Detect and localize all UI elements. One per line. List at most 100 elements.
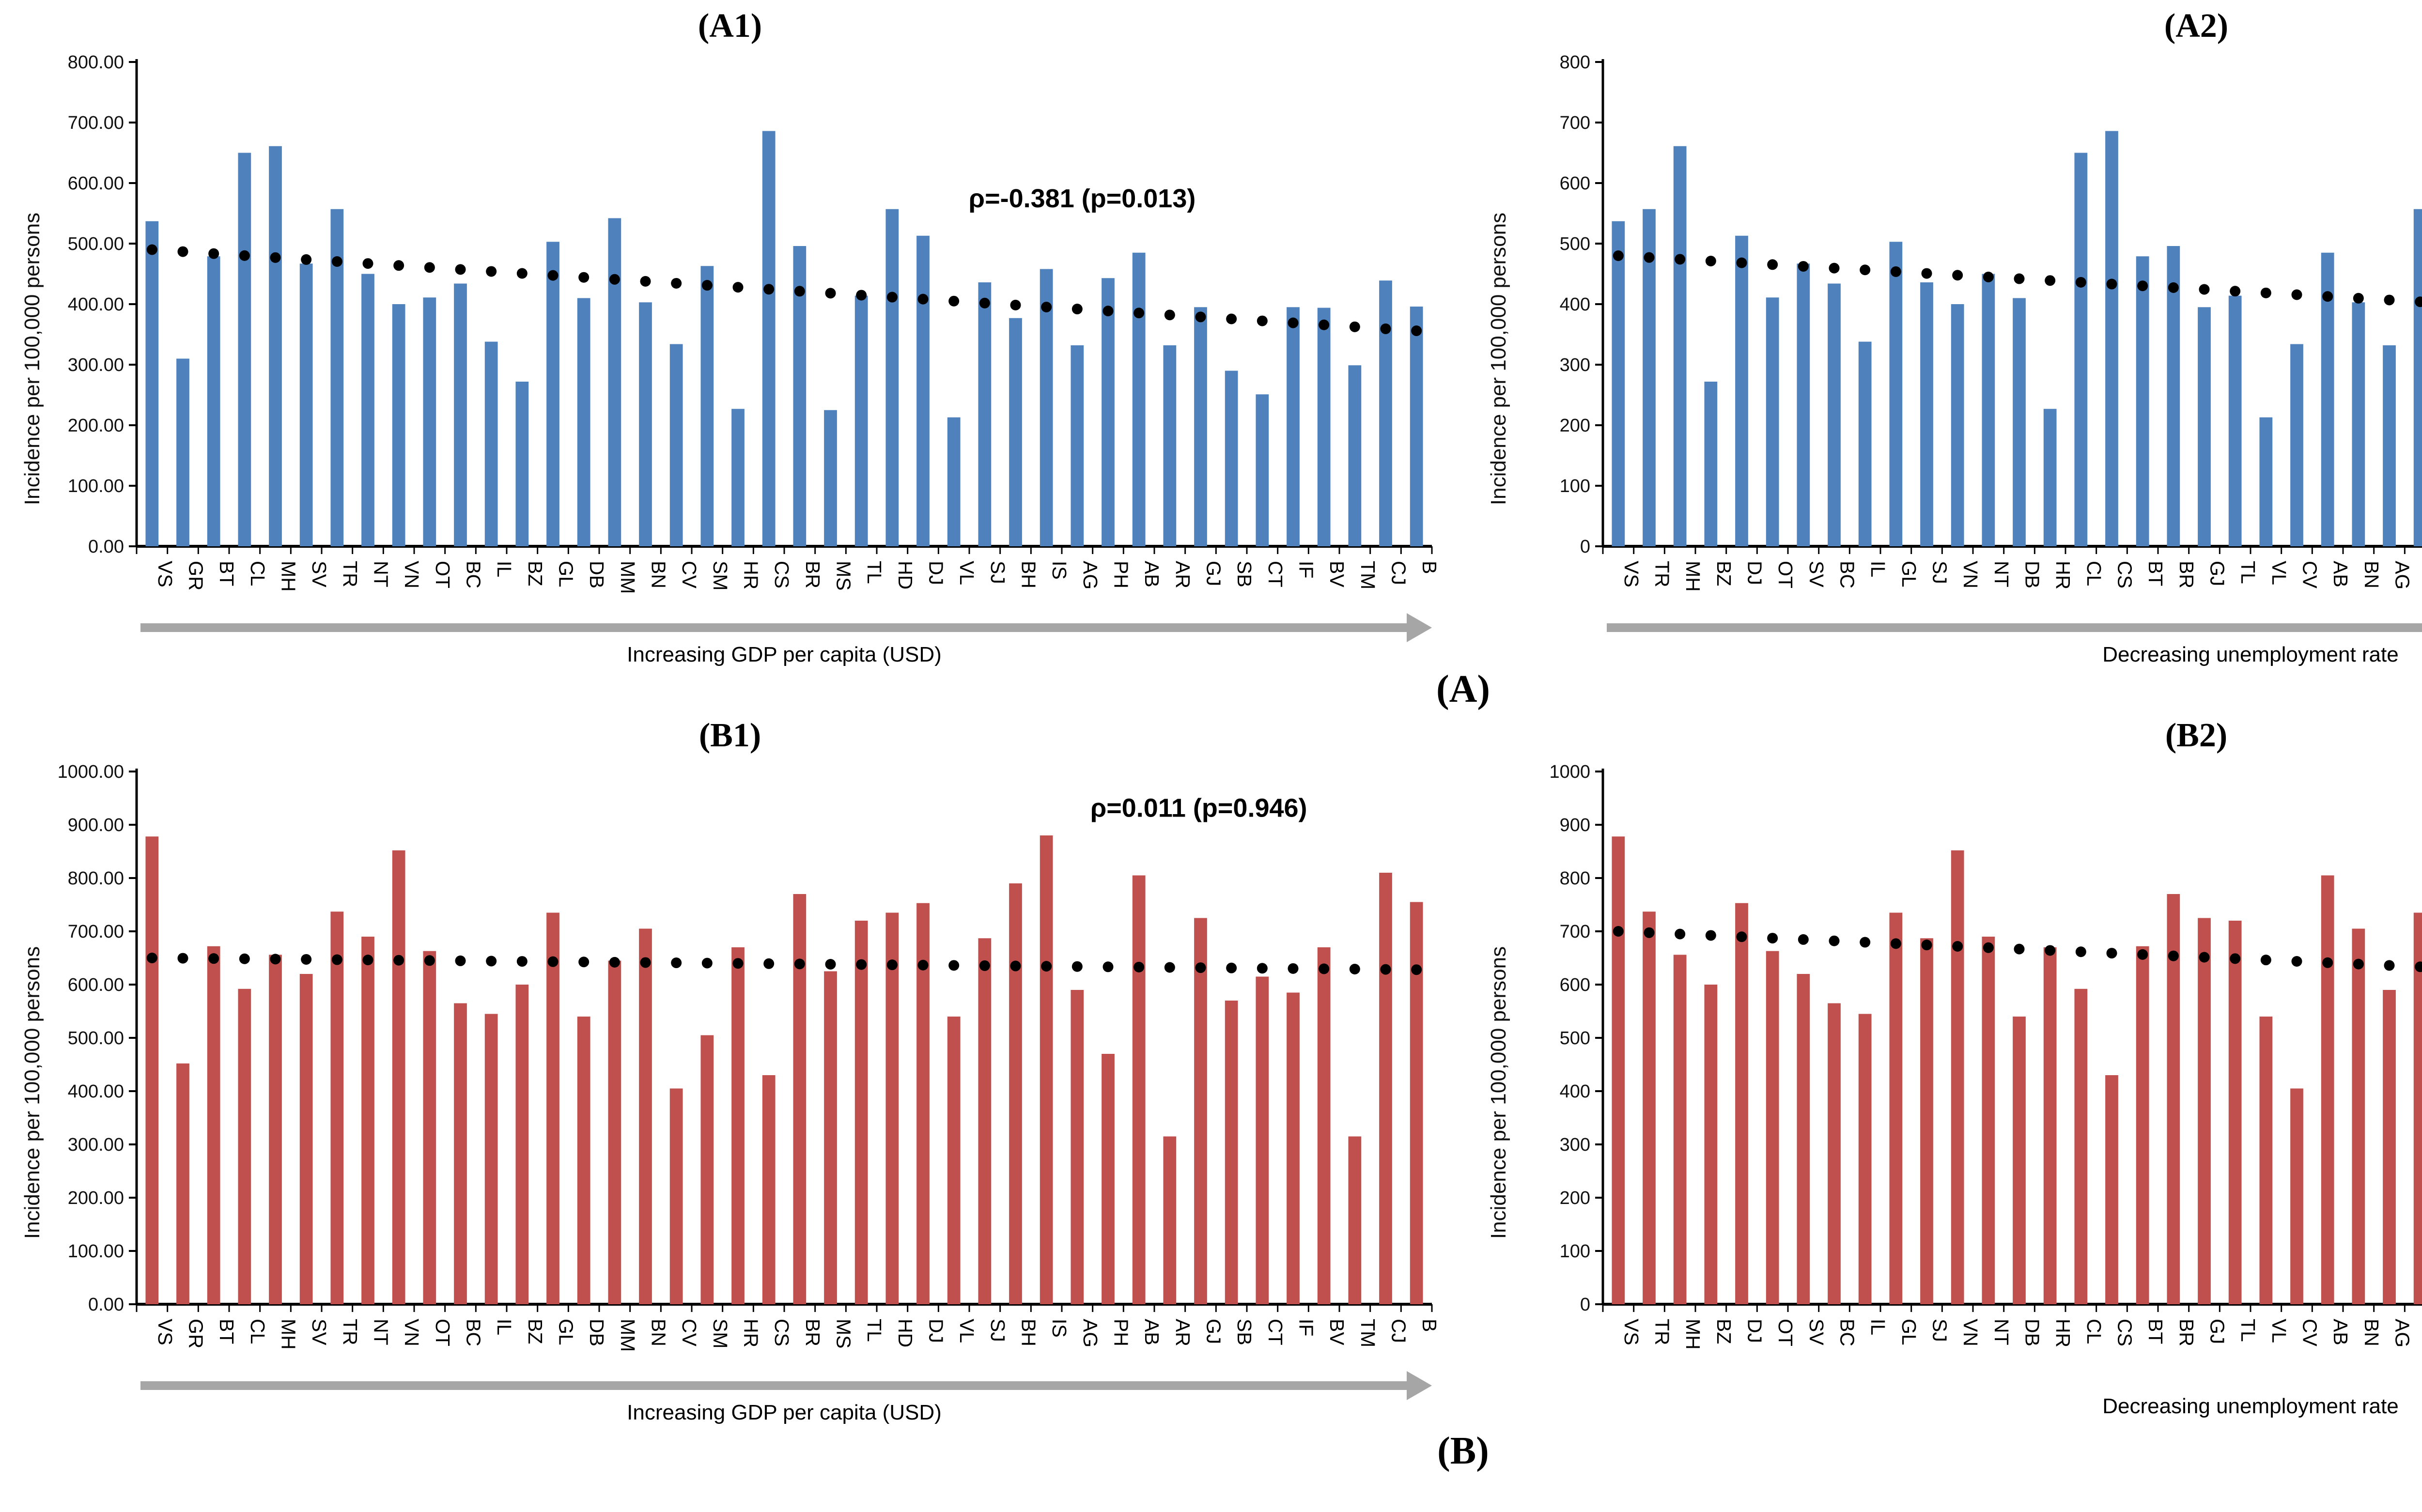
trend-dot [763, 958, 775, 969]
bar-OT [423, 951, 436, 1304]
bar-CS [2105, 1075, 2118, 1304]
bar-VN [392, 304, 405, 546]
x-tick-label-BT: BT [216, 1319, 238, 1344]
y-tick-label: 300 [1560, 1135, 1590, 1155]
bar-VL [947, 417, 961, 546]
x-tick-label-HR: HR [2052, 1319, 2074, 1347]
y-tick-label: 700.00 [68, 922, 124, 942]
bar-AG [1071, 345, 1084, 546]
y-tick-label: 300 [1560, 355, 1590, 375]
trend-dot [1952, 270, 1963, 281]
x-tick-label-GJ: GJ [1203, 561, 1225, 586]
x-tick-label-CS: CS [771, 1319, 793, 1346]
trend-dot [516, 956, 528, 967]
x-tick-label-IS: IS [1048, 561, 1071, 580]
bar-DB [577, 1017, 590, 1304]
panel-B2-plot: 0 100 200 300 400 500 600 700 800 900 1000 VS TR MH BZ… [1517, 757, 2422, 1428]
trend-dot [270, 954, 281, 965]
bar-HR [2043, 947, 2057, 1304]
bar-TL [854, 295, 868, 546]
bar-SM [700, 1035, 714, 1304]
bar-GL [1889, 242, 1903, 546]
trend-dot [547, 270, 559, 281]
panel-A1-plot: 0.00 100.00 200.00 300.00 400.00 500.00 600.00… [50, 47, 1445, 670]
x-tick-label-SJ: SJ [987, 561, 1009, 584]
bar-BR [2167, 894, 2180, 1304]
bar-NT [1982, 274, 1995, 546]
x-tick-label-NT: NT [1990, 561, 2013, 587]
y-tick-label: 100 [1560, 476, 1590, 496]
trend-dot [486, 266, 497, 277]
trend-dot [2322, 957, 2333, 968]
trend-dot [1102, 961, 1114, 972]
x-tick-label-VL: VL [956, 561, 978, 585]
y-tick-label: 400 [1560, 294, 1590, 315]
bar-GR [176, 1063, 189, 1304]
x-tick-label-BC: BC [463, 561, 485, 588]
trend-dot [1613, 250, 1624, 261]
y-tick-label: 1000 [1549, 762, 1590, 782]
trend-dot [1644, 927, 1655, 938]
bar-MM [608, 218, 621, 546]
trend-dot [732, 282, 744, 293]
y-tick-label: 300.00 [68, 355, 124, 375]
x-tick-label-TR: TR [1651, 561, 1674, 587]
trend-dot [2168, 950, 2179, 961]
trend-dot [239, 953, 250, 964]
y-tick-label: 500.00 [68, 1028, 124, 1049]
bar-BC [454, 1003, 467, 1304]
trend-dot [1644, 252, 1655, 263]
panel-B1: (B1) Incidence per 100,000 persons 0.00 1… [15, 714, 1445, 1428]
y-tick-label: 100 [1560, 1241, 1590, 1262]
x-tick-label-CS: CS [2114, 561, 2136, 588]
y-tick-label: 200 [1560, 1188, 1590, 1208]
panel-B1-title: (B1) [699, 717, 761, 754]
x-tick-label-MH: MH [1682, 1319, 1704, 1350]
x-tick-label-HD: HD [894, 561, 916, 589]
trend-dot [979, 960, 990, 971]
x-tick-label-MM: MM [617, 1319, 639, 1352]
trend-dot [640, 276, 651, 287]
x-tick-label-VN: VN [1959, 561, 1982, 588]
trend-dot [794, 286, 805, 297]
x-tick-label-NT: NT [1990, 1319, 2013, 1345]
bar-CS [762, 1075, 776, 1304]
bar-CJ [1379, 280, 1392, 546]
x-tick-label-AG: AG [2391, 1319, 2414, 1347]
x-tick-label-BN: BN [2360, 561, 2383, 588]
bar-VS [1612, 221, 1625, 546]
x-tick-label-OT: OT [432, 1319, 454, 1346]
bar-SJ [978, 938, 992, 1304]
correlation-annotation: ρ=0.011 (p=0.946) [1090, 794, 1307, 823]
x-tick-label-SV: SV [308, 1319, 330, 1345]
trend-dot [1226, 962, 1237, 973]
y-tick-label: 800.00 [68, 52, 124, 73]
bar-BZ [1704, 382, 1718, 546]
x-tick-label-BZ: BZ [1713, 561, 1735, 586]
x-tick-label-SM: SM [709, 561, 731, 591]
bar-CS [762, 131, 776, 546]
bar-BN [639, 302, 652, 546]
section-label-A: (A) [1436, 668, 1490, 710]
correlation-annotation: ρ=-0.381 (p=0.013) [969, 184, 1196, 213]
bar-TL [854, 921, 868, 1304]
bar-CV [2290, 344, 2303, 546]
x-tick-label-GL: GL [1898, 1319, 1920, 1345]
chart-svg-A1: 0.00 100.00 200.00 300.00 400.00 500.00 600.00… [68, 52, 1441, 666]
x-tick-label-DB: DB [586, 561, 608, 588]
bar-VL [2259, 1017, 2273, 1304]
trend-dot [2014, 943, 2025, 955]
trend-dot [2260, 955, 2271, 966]
bar-AG [2383, 990, 2396, 1304]
trend-dot [1195, 962, 1206, 973]
bar-CV [669, 1088, 683, 1304]
x-tick-label-TR: TR [339, 1319, 361, 1345]
x-tick-label-HD: HD [894, 1319, 916, 1347]
trend-dot [2106, 278, 2117, 290]
bar-IL [1858, 1014, 1872, 1304]
trend-dot [2384, 294, 2395, 306]
y-tick-label: 500.00 [68, 234, 124, 254]
x-axis-caption: Increasing GDP per capita (USD) [627, 1401, 942, 1424]
x-tick-label-MS: MS [833, 561, 855, 591]
